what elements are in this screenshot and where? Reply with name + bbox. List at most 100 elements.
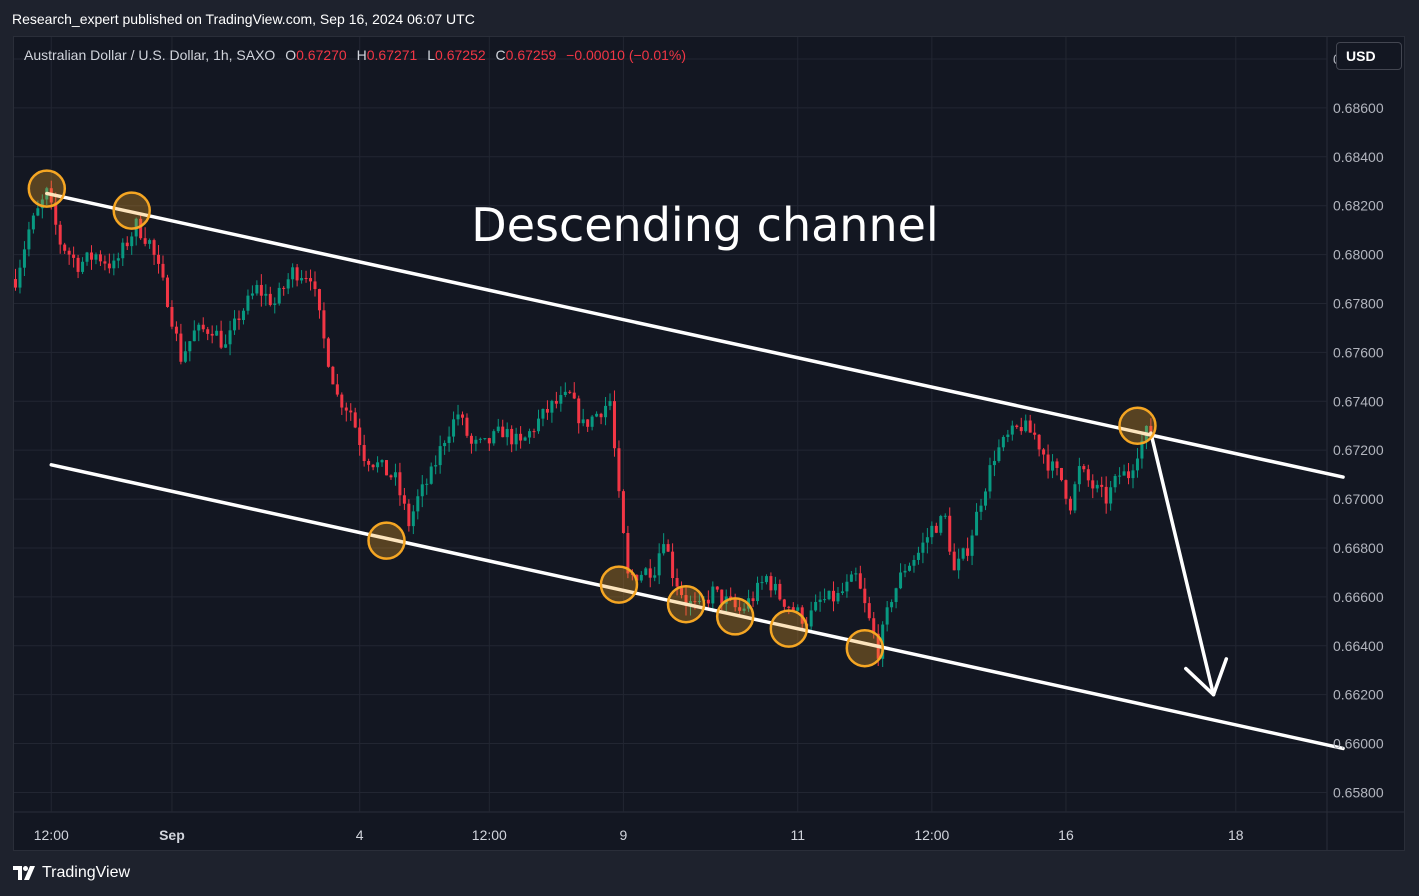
candle-body bbox=[764, 576, 768, 583]
candle-body bbox=[461, 414, 464, 418]
candle-body bbox=[554, 400, 558, 404]
candle-body bbox=[756, 582, 760, 602]
open-label: O bbox=[285, 47, 297, 63]
time-axis[interactable]: 12:00 Sep 4 12:00 9 11 12:00 16 18 bbox=[34, 827, 1244, 843]
candle-body bbox=[121, 242, 125, 259]
candle-body bbox=[657, 553, 661, 576]
candle-body bbox=[832, 590, 836, 602]
candle-body bbox=[814, 601, 818, 611]
candle-body bbox=[885, 607, 889, 625]
forecast-arrow-head bbox=[1211, 657, 1229, 697]
candle-body bbox=[1127, 471, 1131, 479]
candle-body bbox=[827, 590, 831, 600]
candle-body bbox=[845, 581, 849, 592]
candle-body bbox=[1131, 470, 1135, 479]
candle-body bbox=[197, 324, 201, 331]
candle-body bbox=[174, 326, 178, 334]
candle-body bbox=[908, 565, 911, 571]
candle-body bbox=[823, 599, 827, 601]
candle-body bbox=[237, 318, 241, 321]
candle-body bbox=[778, 583, 782, 600]
candle-body bbox=[434, 465, 438, 467]
candle-body bbox=[671, 551, 675, 579]
candle-body bbox=[733, 598, 737, 608]
candle-body bbox=[389, 475, 393, 478]
candle-body bbox=[456, 414, 460, 420]
candle-body bbox=[143, 238, 147, 244]
candle-body bbox=[975, 511, 979, 536]
candle-body bbox=[501, 426, 505, 438]
price-tick-label: 0.67600 bbox=[1333, 344, 1384, 360]
candle-body bbox=[188, 341, 192, 352]
candle-body bbox=[224, 344, 228, 348]
candle-body bbox=[760, 582, 764, 584]
candle-body bbox=[18, 267, 22, 288]
candle-body bbox=[36, 208, 40, 216]
candle-body bbox=[644, 568, 648, 575]
candle-body bbox=[948, 515, 952, 552]
lower-channel-line bbox=[49, 463, 1345, 751]
candle-body bbox=[268, 293, 272, 305]
candle-body bbox=[1024, 420, 1028, 432]
publication-header: Research_expert published on TradingView… bbox=[0, 0, 1419, 36]
touch-markers bbox=[27, 169, 1157, 668]
price-axis[interactable]: 0.688000.686000.684000.682000.680000.678… bbox=[1333, 51, 1384, 800]
candle-body bbox=[867, 603, 871, 619]
candle-body bbox=[519, 433, 523, 441]
candle-body bbox=[291, 267, 295, 280]
candle-body bbox=[371, 464, 375, 468]
candle-body bbox=[1104, 486, 1108, 504]
symbol-description: Australian Dollar / U.S. Dollar, 1h, SAX… bbox=[24, 47, 276, 63]
candle-body bbox=[912, 559, 916, 566]
candle-body bbox=[1118, 475, 1122, 477]
candle-body bbox=[246, 295, 250, 311]
price-tick-label: 0.68400 bbox=[1333, 149, 1384, 165]
candle-body bbox=[581, 419, 585, 424]
candle-body bbox=[890, 602, 894, 608]
currency-button[interactable]: USD bbox=[1336, 42, 1402, 70]
candle-body bbox=[273, 303, 277, 305]
candle-body bbox=[358, 427, 362, 446]
candle-body bbox=[1001, 436, 1005, 448]
candle-body bbox=[98, 254, 102, 262]
candle-body bbox=[738, 607, 742, 611]
candle-body bbox=[612, 401, 616, 449]
candle-body bbox=[523, 437, 527, 441]
chart-panel[interactable]: 0.688000.686000.684000.682000.680000.678… bbox=[13, 36, 1405, 851]
candle-body bbox=[1086, 469, 1090, 481]
candle-body bbox=[103, 261, 107, 264]
candle-body bbox=[849, 574, 853, 582]
candle-body bbox=[67, 250, 71, 255]
candle-body bbox=[362, 445, 366, 462]
candle-body bbox=[572, 392, 576, 399]
candle-body bbox=[309, 278, 313, 282]
price-chart[interactable]: 0.688000.686000.684000.682000.680000.678… bbox=[14, 37, 1404, 850]
candle-body bbox=[970, 535, 974, 556]
candle-body bbox=[599, 413, 603, 418]
candle-body bbox=[536, 418, 540, 432]
footer: TradingView bbox=[13, 862, 313, 886]
forecast-arrow-shaft bbox=[1149, 431, 1216, 697]
candle-body bbox=[916, 552, 920, 560]
candle-body bbox=[81, 261, 85, 272]
candle-body bbox=[89, 252, 93, 260]
candle-body bbox=[782, 599, 786, 607]
candle-body bbox=[1068, 498, 1072, 511]
touch-point-marker bbox=[367, 521, 406, 560]
candle-body bbox=[376, 462, 380, 468]
candle-body bbox=[680, 586, 684, 596]
candle-body bbox=[961, 548, 965, 559]
candle-body bbox=[706, 599, 710, 604]
price-tick-label: 0.66600 bbox=[1333, 589, 1384, 605]
candle-body bbox=[250, 293, 254, 296]
candle-body bbox=[313, 281, 317, 290]
candle-body bbox=[215, 330, 219, 336]
candle-body bbox=[1140, 440, 1144, 459]
candle-body bbox=[27, 229, 31, 250]
candle-body bbox=[577, 398, 581, 424]
candle-body bbox=[443, 442, 447, 447]
candle-body bbox=[295, 267, 299, 281]
price-tick-label: 0.68600 bbox=[1333, 100, 1384, 116]
time-tick-label: 18 bbox=[1228, 827, 1244, 843]
candle-body bbox=[697, 601, 701, 603]
